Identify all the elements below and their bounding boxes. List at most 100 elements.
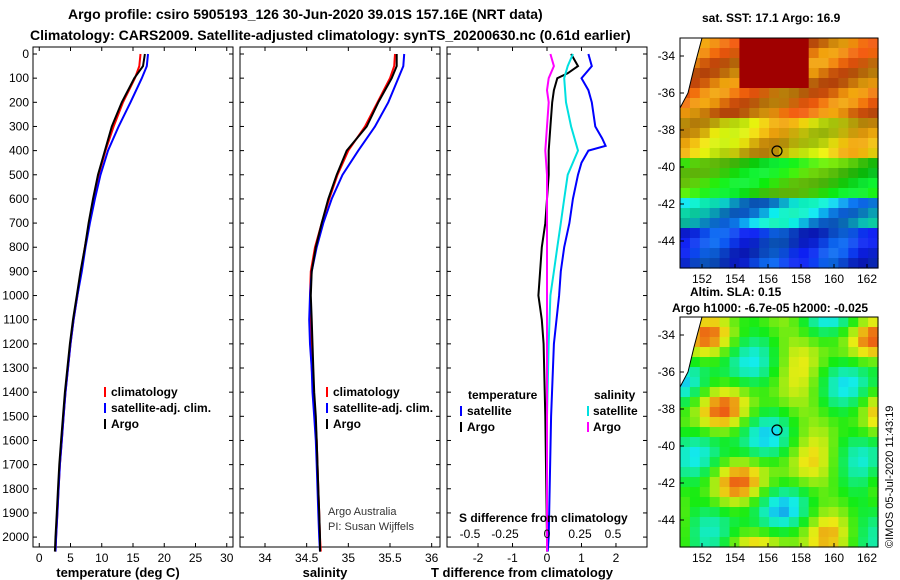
map-cell (868, 417, 879, 428)
map-cell (759, 437, 770, 448)
map-cell (769, 188, 780, 199)
map-cell (689, 88, 701, 99)
map-cell (749, 487, 760, 498)
map-cell (719, 98, 731, 109)
map-cell (709, 537, 721, 548)
map-cell (769, 218, 780, 229)
map-cell (858, 417, 869, 428)
map-cell (680, 447, 691, 458)
map-cell (709, 477, 721, 488)
map-cell (689, 158, 701, 169)
map-cell (808, 477, 820, 488)
map-cell (828, 68, 839, 79)
map-cell (828, 427, 839, 438)
map-cell (699, 387, 711, 398)
map-cell (788, 517, 800, 528)
map-cell (729, 507, 740, 518)
map-cell (868, 48, 879, 59)
map-cell (838, 238, 849, 249)
map-cell (689, 208, 701, 219)
map-cell (848, 118, 859, 129)
map-cell (828, 98, 839, 109)
map-cell (729, 337, 740, 348)
map-cell (818, 387, 830, 398)
map-cell (680, 487, 691, 498)
map-cell (680, 158, 691, 169)
map-cell (739, 128, 750, 139)
map-cell (779, 357, 790, 368)
map-cell (739, 208, 750, 219)
map-cell (719, 58, 731, 69)
map-cell (868, 88, 879, 99)
map-cell (709, 427, 721, 438)
map-cell (749, 467, 760, 478)
y-tick-label: 2000 (2, 530, 29, 544)
map-cell (818, 337, 830, 348)
map-cell (858, 258, 869, 269)
map-cell (749, 457, 760, 468)
map-cell (838, 68, 849, 79)
map-cell (749, 417, 760, 428)
map-cell (739, 517, 750, 528)
map-cell (828, 487, 839, 498)
map-cell (858, 497, 869, 508)
map-cell (858, 367, 869, 378)
map-cell (788, 487, 800, 498)
map-cell (858, 507, 869, 518)
series-line-satellite-adj-clim- (54, 53, 149, 552)
map-cell (769, 38, 780, 49)
map-cell (858, 208, 869, 219)
map-cell (858, 188, 869, 199)
map-cell (739, 168, 750, 179)
map-cell (729, 228, 740, 239)
map-cell (709, 437, 721, 448)
map-cell (699, 367, 711, 378)
map-cell (808, 178, 820, 189)
map-cell (858, 78, 869, 89)
map-cell (759, 427, 770, 438)
map-cell (838, 148, 849, 159)
map-cell (709, 327, 721, 338)
map-cell (709, 118, 721, 129)
map-cell (848, 317, 859, 328)
map-cell (798, 148, 810, 159)
map-cell (838, 228, 849, 239)
map-cell (818, 497, 830, 508)
map-cell (689, 357, 701, 368)
map-cell (818, 228, 830, 239)
map-cell (858, 178, 869, 189)
lon-tick-label: 154 (725, 272, 745, 286)
map-cell (749, 387, 760, 398)
map-cell (858, 68, 869, 79)
map-cell (848, 467, 859, 478)
map-cell (798, 387, 810, 398)
map-cell (808, 128, 820, 139)
map-cell (759, 238, 770, 249)
map-cell (808, 108, 820, 119)
map-cell (779, 527, 790, 538)
map-cell (848, 198, 859, 209)
map-cell (689, 78, 701, 89)
map-cell (699, 407, 711, 418)
lon-tick-label: 152 (692, 272, 712, 286)
map-cell (779, 447, 790, 458)
map-cell (739, 188, 750, 199)
map-cell (818, 208, 830, 219)
map-cell (868, 158, 879, 169)
map-cell (699, 477, 711, 488)
map-cell (838, 168, 849, 179)
map-cell (838, 178, 849, 189)
map-cell (848, 108, 859, 119)
map-cell (709, 258, 721, 269)
map-cell (868, 437, 879, 448)
map-cell (808, 88, 820, 99)
map-cell (798, 467, 810, 478)
map-cell (759, 228, 770, 239)
map-cell (828, 228, 839, 239)
map-cell (680, 417, 691, 428)
series-line-t-satellite (546, 53, 608, 552)
map-cell (689, 148, 701, 159)
map-cell (808, 387, 820, 398)
map-cell (719, 507, 731, 518)
map-cell (779, 517, 790, 528)
